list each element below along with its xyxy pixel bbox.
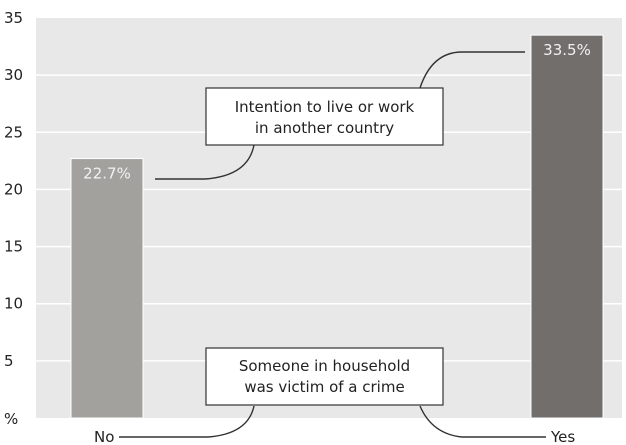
annotation-bottom-line-2: was victim of a crime [244, 378, 404, 396]
y-tick-label-10: 10 [4, 295, 23, 313]
x-category-label-yes: Yes [550, 428, 575, 445]
leader-line-yes-to-top-box [419, 51, 525, 89]
data-label-yes: 33.5% [543, 41, 591, 59]
annotation-bottom-line-1: Someone in household [239, 357, 410, 375]
bar-no [70, 158, 144, 419]
data-labels: 22.7% 33.5% [83, 41, 591, 182]
data-label-no: 22.7% [83, 165, 131, 183]
leader-line-yes-to-bottom-box [419, 405, 546, 438]
y-axis-ticks: 5 10 15 20 25 30 35% [4, 9, 23, 428]
annotation-top-line-1: Intention to live or work [235, 98, 415, 116]
x-category-label-no: No [94, 428, 114, 445]
bars [70, 34, 604, 419]
y-tick-label-15: 15 [4, 238, 23, 256]
y-tick-label-20: 20 [4, 180, 23, 198]
leader-line-no-to-bottom-box [119, 405, 255, 438]
annotation-bottom: Someone in household was victim of a cri… [205, 347, 444, 406]
y-tick-label-35: 35 [4, 9, 23, 27]
leader-line-no-to-top-box [155, 144, 255, 180]
bar-yes [530, 34, 604, 419]
y-tick-label-25: 25 [4, 123, 23, 141]
y-tick-label-30: 30 [4, 66, 23, 84]
annotation-top-line-2: in another country [255, 119, 394, 137]
x-axis-labels: No Yes [94, 428, 575, 445]
y-tick-label-5: 5 [4, 352, 14, 370]
y-axis-unit-label: % [4, 410, 18, 428]
annotation-top: Intention to live or work in another cou… [205, 87, 444, 146]
